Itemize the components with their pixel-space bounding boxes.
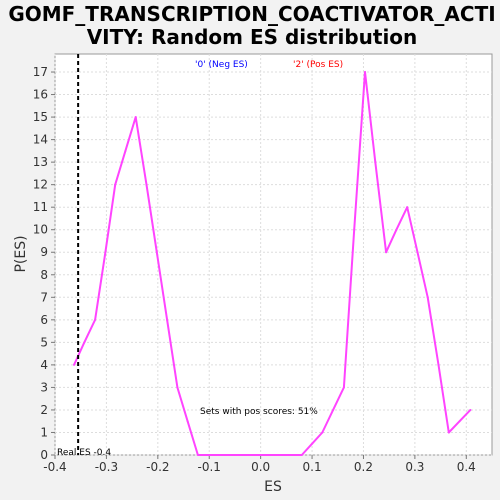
x-tick-label: -0.2 — [146, 460, 169, 474]
series-point — [196, 454, 199, 456]
series-point — [353, 228, 356, 231]
y-tick-label: 12 — [33, 178, 48, 192]
series-point — [248, 454, 251, 456]
series-point — [155, 251, 158, 254]
y-tick-label: 15 — [33, 110, 48, 124]
series-point — [374, 161, 377, 164]
series-point — [227, 454, 230, 456]
series-point — [238, 454, 241, 456]
y-tick-label: 17 — [33, 65, 48, 79]
series-point — [364, 71, 367, 74]
legend-entry-pos-es: '2' (Pos ES) — [293, 60, 343, 70]
y-axis-label: P(ES) — [13, 235, 29, 272]
series-point — [321, 431, 324, 434]
x-tick-label: -0.3 — [95, 460, 118, 474]
series-point — [406, 206, 409, 209]
series-point — [83, 341, 86, 344]
x-tick-label: 0.0 — [251, 460, 270, 474]
y-tick-label: 8 — [40, 268, 48, 282]
series-point — [458, 420, 461, 423]
series-point — [114, 183, 117, 186]
series-point — [258, 454, 261, 456]
series-point — [134, 116, 137, 119]
series-point — [268, 454, 271, 456]
pos-scores-annotation: Sets with pos scores: 51% — [200, 407, 318, 417]
x-tick-label: 0.3 — [405, 460, 424, 474]
series-point — [289, 454, 292, 456]
y-tick-label: 14 — [33, 133, 48, 147]
series-point — [145, 183, 148, 186]
chart-title-line-2: VITY: Random ES distribution — [87, 25, 418, 49]
series-point — [426, 296, 429, 299]
y-tick-label: 10 — [33, 223, 48, 237]
series-point — [447, 431, 450, 434]
series-point — [469, 408, 472, 411]
series-point — [311, 442, 314, 445]
y-tick-label: 6 — [40, 313, 48, 327]
series-point — [94, 318, 97, 321]
x-tick-label: 0.4 — [457, 460, 476, 474]
x-axis-label: ES — [264, 479, 282, 495]
y-tick-label: 7 — [40, 290, 48, 304]
series-point — [217, 454, 220, 456]
chart-title-line-1: GOMF_TRANSCRIPTION_COACTIVATOR_ACTI — [8, 2, 495, 26]
x-tick-label: -0.4 — [43, 460, 66, 474]
y-tick-label: 16 — [33, 88, 48, 102]
y-tick-label: 4 — [40, 358, 48, 372]
series-point — [437, 363, 440, 366]
series-point — [416, 251, 419, 254]
legend-entry-neg-es: '0' (Neg ES) — [195, 60, 248, 70]
x-tick-label: 0.1 — [303, 460, 322, 474]
series-point — [104, 251, 107, 254]
series-point — [342, 386, 345, 389]
series-point — [385, 251, 388, 254]
y-tick-label: 5 — [40, 335, 48, 349]
series-layer — [73, 71, 472, 456]
series-point — [279, 454, 282, 456]
x-tick-label: -0.1 — [198, 460, 221, 474]
series-point — [207, 454, 210, 456]
y-tick-label: 11 — [33, 200, 48, 214]
y-tick-label: 3 — [40, 380, 48, 394]
y-tick-label: 0 — [40, 448, 48, 462]
real-es-label: Real ES -0.4 — [57, 448, 111, 458]
y-tick-label: 9 — [40, 245, 48, 259]
series-point — [186, 420, 189, 423]
series-point — [73, 363, 76, 366]
series-point — [166, 318, 169, 321]
y-tick-label: 13 — [33, 155, 48, 169]
series-point — [332, 408, 335, 411]
y-tick-label: 2 — [40, 403, 48, 417]
series-point — [176, 386, 179, 389]
series-point — [395, 228, 398, 231]
series-point — [300, 454, 303, 456]
y-tick-label: 1 — [40, 425, 48, 439]
series-point — [124, 149, 127, 152]
x-tick-label: 0.2 — [354, 460, 373, 474]
plot-area — [54, 53, 493, 456]
